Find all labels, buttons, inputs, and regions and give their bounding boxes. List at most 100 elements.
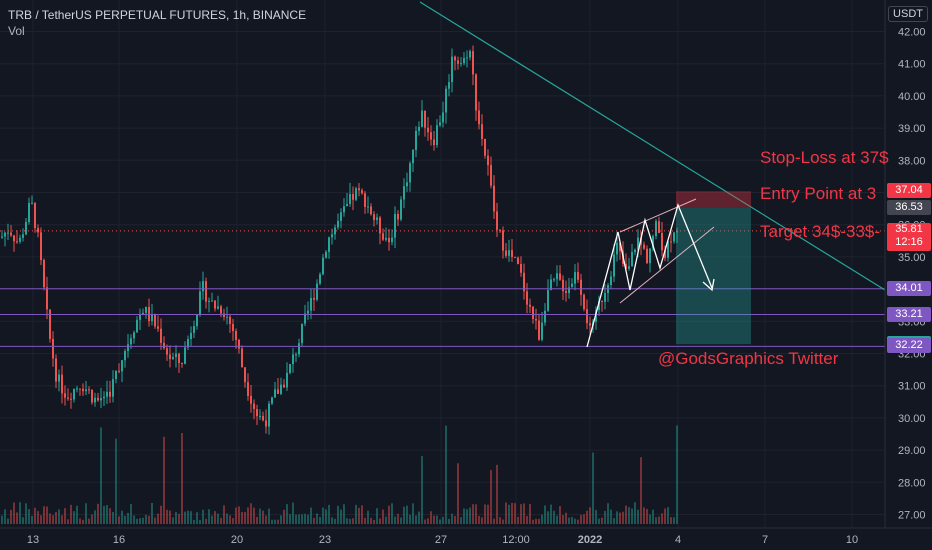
volume-bar bbox=[196, 512, 198, 524]
candle-body bbox=[1, 236, 3, 238]
candle-body bbox=[379, 217, 381, 234]
volume-bar bbox=[466, 509, 468, 524]
candle-body bbox=[676, 230, 678, 233]
candle-body bbox=[457, 60, 459, 64]
candle-body bbox=[481, 124, 483, 139]
candle-body bbox=[634, 249, 636, 253]
volume-bar bbox=[664, 508, 666, 524]
price-tick-label: 38.00 bbox=[898, 155, 926, 167]
volume-bar bbox=[487, 504, 489, 524]
candle-body bbox=[106, 391, 108, 397]
volume-bar bbox=[604, 511, 606, 524]
candle-body bbox=[475, 74, 477, 111]
volume-bar bbox=[235, 507, 237, 524]
volume-label: Vol bbox=[8, 24, 25, 38]
candle-body bbox=[463, 57, 465, 64]
volume-bar bbox=[550, 504, 552, 524]
volume-bar bbox=[322, 507, 324, 524]
volume-bar bbox=[175, 511, 177, 524]
candle-body bbox=[172, 357, 174, 360]
volume-bar bbox=[517, 516, 519, 524]
candle-body bbox=[571, 283, 573, 288]
volume-bar bbox=[484, 504, 486, 524]
volume-bar bbox=[28, 509, 30, 524]
candle-body bbox=[655, 221, 657, 237]
volume-bar bbox=[526, 516, 528, 524]
volume-bar bbox=[439, 519, 441, 524]
volume-bar bbox=[295, 514, 297, 524]
candle-body bbox=[325, 251, 327, 258]
candle-body bbox=[175, 353, 177, 358]
candle-body bbox=[598, 300, 600, 311]
volume-bar bbox=[475, 504, 477, 524]
candle-body bbox=[151, 314, 153, 322]
volume-bar bbox=[523, 503, 525, 524]
candle-body bbox=[466, 57, 468, 59]
time-tick-label: 2022 bbox=[578, 534, 602, 546]
volume-bar bbox=[238, 506, 240, 524]
volume-bar bbox=[232, 518, 234, 524]
candle-body bbox=[436, 125, 438, 146]
volume-bar bbox=[25, 503, 27, 524]
volume-bar bbox=[367, 510, 369, 524]
volume-bar bbox=[58, 509, 60, 524]
candle-body bbox=[526, 291, 528, 305]
volume-bar bbox=[583, 514, 585, 524]
candle-body bbox=[19, 237, 21, 242]
volume-bar bbox=[142, 517, 144, 524]
volume-bars bbox=[1, 425, 678, 524]
currency-badge[interactable]: USDT bbox=[888, 6, 928, 22]
candle-body bbox=[304, 313, 306, 324]
volume-bar bbox=[628, 507, 630, 524]
price-tick-label: 41.00 bbox=[898, 59, 926, 71]
volume-bar bbox=[241, 511, 243, 524]
volume-bar bbox=[508, 504, 510, 524]
candle-body bbox=[577, 272, 579, 280]
volume-bar bbox=[640, 457, 642, 524]
volume-bar bbox=[283, 509, 285, 524]
volume-bar bbox=[580, 514, 582, 524]
candle-body bbox=[439, 122, 441, 126]
volume-bar bbox=[100, 427, 102, 524]
candle-body bbox=[625, 263, 627, 269]
candle-body bbox=[529, 304, 531, 307]
price-axis[interactable]: 42.0041.0040.0039.0038.0037.0036.0035.00… bbox=[884, 0, 932, 550]
volume-bar bbox=[34, 507, 36, 524]
candle-body bbox=[169, 354, 171, 360]
candle-body bbox=[262, 415, 264, 421]
candle-body bbox=[646, 248, 648, 264]
candle-body bbox=[70, 398, 72, 400]
candle-body bbox=[220, 306, 222, 314]
candle-body bbox=[22, 234, 24, 238]
candle-body bbox=[400, 199, 402, 220]
volume-bar bbox=[268, 508, 270, 524]
candle-body bbox=[97, 397, 99, 401]
volume-bar bbox=[292, 502, 294, 524]
candle-body bbox=[535, 318, 537, 321]
time-tick-label: 12:00 bbox=[502, 534, 530, 546]
candle-body bbox=[511, 250, 513, 258]
volume-bar bbox=[424, 519, 426, 524]
candle-body bbox=[265, 420, 267, 427]
candle-body bbox=[274, 389, 276, 398]
candle-body bbox=[313, 297, 315, 300]
candle-body bbox=[484, 138, 486, 156]
volume-bar bbox=[55, 512, 57, 524]
volume-bar bbox=[490, 470, 492, 524]
time-axis[interactable]: 13 16 20 23 27 12:00 2022 4 7 10 bbox=[0, 527, 932, 546]
candle-body bbox=[403, 186, 405, 200]
candle-body bbox=[343, 206, 345, 213]
candle-body bbox=[388, 237, 390, 243]
trend-line bbox=[419, 1, 886, 291]
price-tag: 37.04 bbox=[887, 183, 931, 199]
volume-bar bbox=[544, 505, 546, 524]
candle-body bbox=[190, 332, 192, 340]
candle-body bbox=[79, 388, 81, 390]
candle-body bbox=[58, 374, 60, 382]
volume-bar bbox=[595, 509, 597, 524]
volume-bar bbox=[625, 505, 627, 524]
volume-bar bbox=[121, 510, 123, 524]
price-tick-label: 30.00 bbox=[898, 413, 926, 425]
volume-bar bbox=[124, 515, 126, 524]
